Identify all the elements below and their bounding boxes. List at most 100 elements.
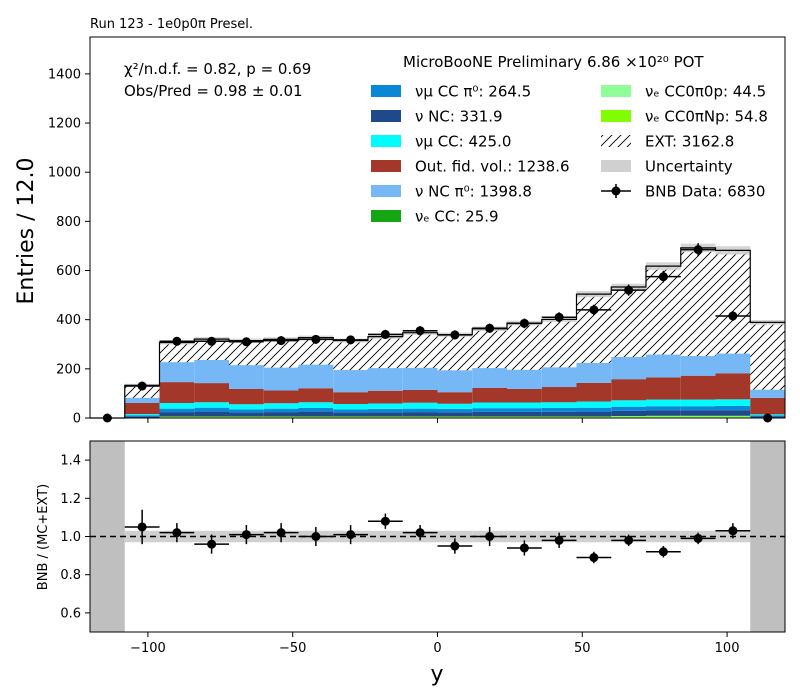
stack-bar — [368, 403, 403, 409]
stack-bar — [541, 411, 577, 417]
stack-bar — [333, 412, 368, 417]
stack-bar — [472, 416, 507, 418]
stack-bar — [472, 411, 507, 417]
ratio-y-tick-label: 0.6 — [60, 606, 81, 621]
legend-swatch — [371, 110, 401, 122]
stack-bar — [576, 382, 612, 402]
ratio-point — [311, 532, 321, 541]
stack-bar — [646, 416, 681, 418]
stack-bar — [646, 354, 681, 378]
stack-bar — [194, 339, 229, 360]
ratio-point — [241, 530, 251, 540]
ratio-point — [693, 533, 703, 543]
data-point — [624, 285, 634, 295]
stack-bar — [611, 416, 646, 418]
stack-bar — [715, 405, 751, 411]
stack-bar — [229, 404, 264, 410]
stack-bar — [750, 397, 785, 415]
stack-bar — [298, 407, 334, 412]
stack-bar — [368, 408, 403, 413]
stack-bar — [715, 373, 751, 400]
stack-bar — [402, 412, 438, 417]
stack-bar — [229, 365, 264, 389]
stack-bar — [402, 389, 438, 403]
y-tick-label: 400 — [56, 313, 81, 328]
masked-region — [750, 441, 785, 632]
stack-bar — [263, 403, 299, 409]
stack-bar — [750, 389, 785, 398]
top-y-axis-label: Entries / 12.0 — [14, 157, 39, 304]
ratio-points — [124, 509, 751, 564]
legend-swatch — [601, 110, 631, 122]
stack-bar — [263, 412, 299, 417]
stack-bar — [333, 392, 368, 404]
stack-bar — [507, 402, 542, 409]
y-tick-label: 1400 — [48, 67, 81, 82]
legend: νμ CC π⁰: 264.5 ν NC: 331.9 νμ CC: 425.0 Ou… — [371, 83, 768, 226]
stack-bar — [507, 369, 542, 389]
y-tick-label: 800 — [56, 215, 81, 230]
stack-bar — [680, 415, 716, 417]
legend-header: MicroBooNE Preliminary 6.86 ×10²⁰ POT — [403, 53, 704, 71]
data-point — [554, 312, 564, 322]
ratio-point — [450, 541, 460, 551]
stack-bar — [159, 382, 195, 404]
stack-bar — [229, 388, 264, 405]
stack-bar — [507, 323, 542, 370]
stack-bar — [611, 379, 646, 401]
stack-bar — [680, 410, 716, 416]
ratio-point — [589, 553, 599, 563]
stack-bar — [437, 416, 473, 418]
legend-label: νμ CC π⁰: 264.5 — [415, 83, 531, 101]
y-tick-label: 200 — [56, 362, 81, 377]
legend-swatch — [371, 210, 401, 222]
stack-bar — [298, 402, 334, 408]
stack-bar — [715, 399, 751, 406]
stack-bar — [159, 416, 195, 418]
y-tick-label: 0 — [73, 412, 81, 427]
ratio-y-tick-label: 1.2 — [60, 492, 81, 507]
stack-bar — [646, 406, 681, 411]
ratio-point — [346, 530, 356, 540]
top-y-ticks: 0 200 400 600 800 1000 1200 1400 — [48, 67, 728, 427]
stack-bar — [194, 411, 229, 417]
stack-bar — [541, 416, 577, 418]
data-point — [137, 381, 147, 391]
legend-label: ν NC π⁰: 1398.8 — [415, 183, 532, 201]
stack-bar — [333, 409, 368, 413]
stack-bar — [298, 364, 334, 389]
x-tick-label: 100 — [715, 641, 740, 656]
legend-swatch — [371, 185, 401, 197]
data-point — [380, 329, 390, 339]
stack-bar — [541, 402, 577, 408]
legend-label: νₑ CC0πNp: 54.8 — [645, 108, 768, 126]
data-point — [172, 336, 182, 346]
ratio-point — [658, 547, 668, 557]
y-tick-label: 600 — [56, 264, 81, 279]
legend-swatch — [601, 135, 631, 147]
legend-label: νₑ CC0π0p: 44.5 — [645, 83, 766, 101]
bottom-x-ticks: −100 −50 0 50 100 — [130, 632, 739, 656]
ratio-point — [519, 543, 529, 553]
legend-label: Uncertainty — [645, 158, 733, 176]
stack-bar — [680, 406, 716, 411]
stack-bar — [124, 385, 160, 398]
stats-chi2: χ²/n.d.f. = 0.82, p = 0.69 — [124, 60, 311, 78]
stack-bar — [333, 370, 368, 393]
legend-label: νμ CC: 425.0 — [415, 133, 511, 151]
stack-bar — [715, 250, 751, 354]
stack-bar — [402, 408, 438, 413]
stack-bar — [541, 407, 577, 412]
data-point — [485, 323, 495, 333]
stack-bar — [159, 408, 195, 413]
stack-bar — [263, 390, 299, 404]
stack-bar — [229, 409, 264, 413]
stack-bar — [541, 319, 577, 368]
stack-bar — [124, 414, 160, 416]
stack-bar — [437, 334, 473, 371]
stack-bar — [437, 408, 473, 413]
stack-bar — [402, 367, 438, 390]
stack-bar — [437, 392, 473, 404]
stack-bar — [263, 416, 299, 418]
